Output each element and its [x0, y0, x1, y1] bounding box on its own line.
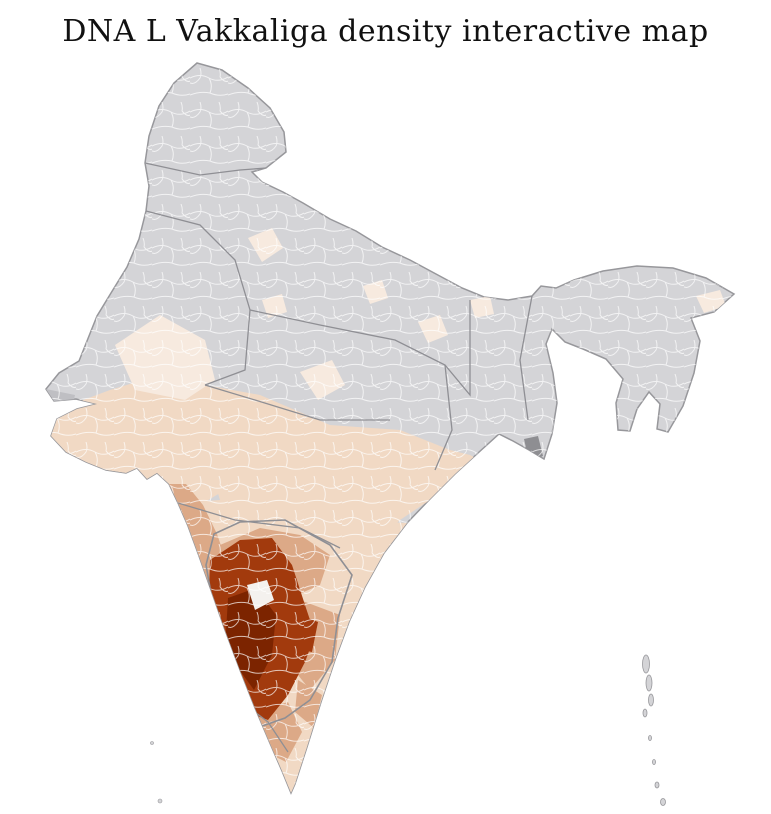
state-border-up-mp	[249, 300, 471, 397]
state-border-mp-chhattisgarh	[434, 364, 453, 471]
page-title: DNA L Vakkaliga density interactive map	[62, 14, 709, 49]
nicobar-island-1[interactable]	[648, 735, 652, 741]
map-layers	[45, 62, 736, 806]
state-border-bihar-bengal	[519, 295, 533, 421]
state-border-rajasthan	[145, 210, 251, 386]
nicobar-island-2[interactable]	[652, 759, 656, 765]
nicobar-island-3[interactable]	[654, 781, 660, 789]
state-border-maharashtra-karnataka	[177, 502, 341, 549]
lakshadweep-speck-1[interactable]	[150, 741, 154, 745]
andaman-island-2[interactable]	[645, 674, 653, 692]
andaman-island-4[interactable]	[642, 708, 648, 718]
andaman-island-3[interactable]	[648, 693, 654, 707]
nicobar-island-4[interactable]	[660, 798, 666, 806]
state-border-gujarat-maharashtra	[204, 384, 390, 421]
andaman-island-1[interactable]	[642, 654, 650, 674]
lakshadweep-speck-2[interactable]	[157, 798, 163, 804]
state-border-kashmir	[144, 162, 267, 176]
